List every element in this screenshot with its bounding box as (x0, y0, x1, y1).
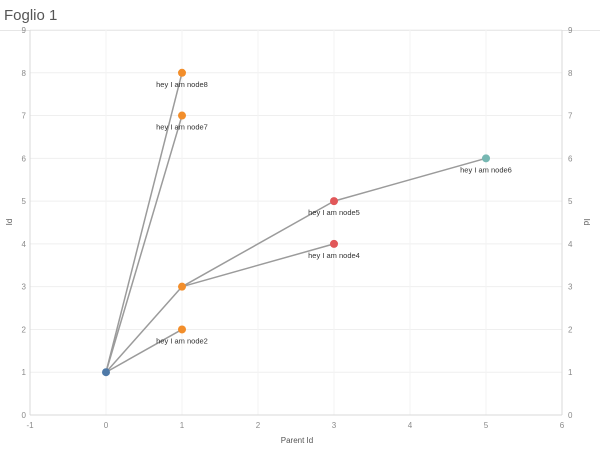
point-label: hey I am node6 (460, 165, 512, 174)
edge-line (333, 157, 487, 202)
x-tick-label: 0 (104, 421, 109, 430)
data-point (482, 154, 490, 163)
x-tick-label: 6 (560, 421, 565, 430)
x-tick-label: -1 (26, 421, 34, 430)
y-tick-label-right: 7 (568, 112, 573, 121)
y-axis-title: Id (5, 219, 14, 226)
edge-line (181, 243, 335, 288)
data-point (102, 368, 110, 377)
x-tick-label: 5 (484, 421, 489, 430)
y-tick-label-right: 6 (568, 154, 573, 163)
point-label: hey I am node4 (308, 251, 360, 260)
edge-line (105, 72, 183, 373)
sheet-title: Foglio 1 (4, 7, 58, 24)
y-tick-label-right: 3 (568, 283, 573, 292)
y-tick-label: 0 (22, 411, 27, 420)
y-tick-label-right: 1 (568, 368, 573, 377)
data-point (330, 197, 338, 206)
x-tick-label: 4 (408, 421, 413, 430)
x-tick-label: 3 (332, 421, 337, 430)
y-tick-label-right: 0 (568, 411, 573, 420)
edge-line (105, 115, 183, 373)
point-label: hey I am node7 (156, 123, 208, 132)
data-point (178, 111, 186, 120)
y-tick-label-right: 5 (568, 197, 573, 206)
y-tick-label-right: 9 (568, 26, 573, 35)
data-point (178, 282, 186, 291)
y-tick-label: 1 (22, 368, 27, 377)
edge-line (105, 286, 183, 373)
y-tick-label: 6 (22, 154, 27, 163)
edge-layer (105, 72, 487, 373)
point-layer (102, 68, 490, 377)
y-tick-label-right: 4 (568, 240, 573, 249)
y-tick-label: 5 (22, 197, 27, 206)
axis-layer: 0 01 12 23 34 45 56 67 78 89 9-1 0 1 2 3 4 5 6 (22, 26, 573, 430)
point-label: hey I am node5 (308, 208, 360, 217)
y-tick-label-right: 8 (568, 69, 573, 78)
x-axis-title: Parent Id (281, 436, 313, 445)
y-tick-label: 2 (22, 325, 27, 334)
edge-line (181, 200, 335, 288)
y-tick-label: 7 (22, 112, 27, 121)
y-tick-label: 4 (22, 240, 27, 249)
point-label: hey I am node2 (156, 336, 208, 345)
data-point (178, 68, 186, 77)
data-point (330, 239, 338, 248)
x-tick-label: 1 (180, 421, 185, 430)
x-tick-label: 2 (256, 421, 261, 430)
y-tick-label: 9 (22, 26, 27, 35)
label-layer: hey I am node2 hey I am node4 hey I am nod… (156, 80, 512, 346)
y-tick-label: 3 (22, 283, 27, 292)
data-point (178, 325, 186, 334)
y-tick-label-right: 2 (568, 325, 573, 334)
point-label: hey I am node8 (156, 80, 208, 89)
edge-line (105, 328, 183, 373)
y-tick-label: 8 (22, 69, 27, 78)
y-axis-title-right: Id (582, 219, 591, 226)
